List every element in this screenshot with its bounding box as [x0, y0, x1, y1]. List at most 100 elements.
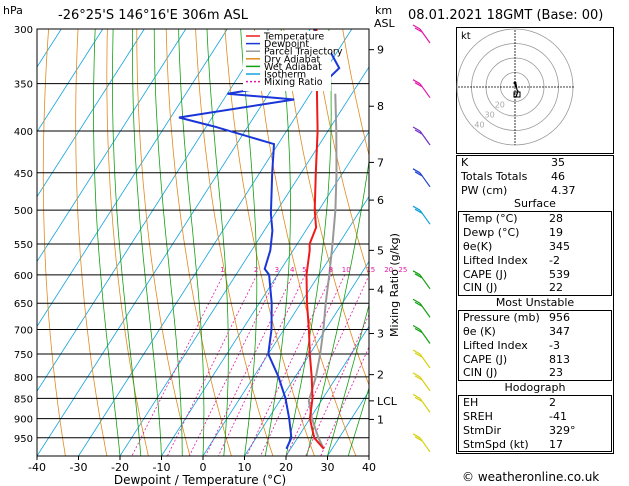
- pressure-tick-label: 450: [14, 169, 33, 180]
- isotherm-line: [37, 29, 311, 456]
- index-row: StmSpd (kt) 17: [459, 438, 611, 452]
- index-row: StmDir 329°: [459, 424, 611, 438]
- wind-barb-flag: [412, 205, 421, 211]
- legend-box: [243, 31, 331, 91]
- x-tick-label: 0: [200, 461, 207, 474]
- index-row: CIN (J) 22: [459, 281, 611, 295]
- parcel-trajectory-series: [307, 93, 338, 450]
- wind-barb-flag: [414, 375, 423, 381]
- hodograph-trace: [514, 83, 519, 98]
- dry-adiabat-line: [402, 29, 457, 456]
- index-row: SREH -41: [459, 410, 611, 424]
- wet-adiabat-line: [132, 29, 162, 456]
- wind-barb-flag: [412, 126, 421, 132]
- x-tick-label: 20: [279, 461, 293, 474]
- index-label: θe (K): [463, 324, 496, 338]
- index-label: θe(K): [463, 239, 493, 253]
- pressure-tick-label: 300: [14, 25, 33, 36]
- wet-adiabat-line: [153, 29, 183, 456]
- index-label: StmSpd (kt): [463, 437, 529, 451]
- km-tick-label: 2: [377, 369, 384, 382]
- hodograph-ring-label: 20: [495, 100, 505, 109]
- index-row: Totals Totals 46: [457, 170, 613, 184]
- index-row: Lifted Index -2: [459, 254, 611, 268]
- wind-barb-flag: [412, 79, 421, 85]
- index-value: 2: [549, 396, 556, 410]
- dry-adiabat-line: [283, 29, 369, 387]
- x-tick-label: 10: [238, 461, 252, 474]
- wet-adiabat-line: [368, 454, 369, 456]
- dry-adiabat-line: [75, 29, 108, 456]
- mixing-ratio-label: 2: [254, 266, 258, 274]
- index-label: Lifted Index: [463, 338, 528, 352]
- pressure-tick-label: 800: [14, 373, 33, 384]
- wind-barb-flag: [412, 349, 421, 355]
- hodograph-unit-label: kt: [461, 31, 471, 42]
- hodograph-group: EH 2 SREH -41 StmDir 329° StmSpd (kt) 17: [458, 395, 612, 453]
- index-value: 35: [551, 156, 565, 169]
- pressure-tick-label: 350: [14, 80, 33, 91]
- index-row: PW (cm) 4.37: [457, 184, 613, 198]
- storm-motion-marker: [513, 91, 521, 98]
- dry-adiabat-line: [431, 29, 456, 456]
- index-row: Dewp (°C) 19: [459, 226, 611, 240]
- km-tick-label: 9: [377, 44, 384, 57]
- x-tick-label: -20: [111, 461, 129, 474]
- pressure-tick-label: 850: [14, 394, 33, 405]
- index-value: 46: [551, 169, 565, 183]
- index-row: CAPE (J) 813: [459, 353, 611, 367]
- isotherm-line: [78, 29, 353, 456]
- km-tick-label: 1: [377, 413, 384, 426]
- location-title: -26°25'S 146°16'E 306m ASL: [58, 8, 249, 23]
- indices-panel: K 35 Totals Totals 46 PW (cm) 4.37 Surface Te…: [456, 155, 614, 455]
- mixing-ratio-label: 25: [398, 266, 407, 274]
- isotherm-line: [202, 195, 369, 456]
- hpa-label: hPa: [3, 4, 23, 17]
- index-value: 19: [549, 226, 563, 240]
- index-label: EH: [463, 396, 479, 410]
- wind-barb-flag: [412, 372, 421, 378]
- pressure-tick-label: 750: [14, 350, 33, 361]
- km-tick-label: 7: [377, 156, 384, 169]
- index-row: θe(K) 345: [459, 240, 611, 254]
- mixing-ratio-label: 1: [220, 266, 224, 274]
- index-row: Lifted Index -3: [459, 339, 611, 353]
- index-row: Temp (°C) 28: [459, 212, 611, 226]
- index-label: CAPE (J): [463, 352, 508, 366]
- index-value: -3: [549, 338, 560, 352]
- index-label: SREH: [463, 409, 493, 423]
- wind-barb-flag: [412, 270, 421, 276]
- surface-group: Temp (°C) 28 Dewp (°C) 19 θe(K) 345 Lifted Ind…: [458, 211, 612, 297]
- wet-adiabat-line: [112, 29, 142, 456]
- mixing-ratio-label: 20: [384, 266, 393, 274]
- wind-barb-flag: [412, 24, 421, 30]
- x-axis-label: Dewpoint / Temperature (°C): [114, 473, 286, 486]
- wind-barb-flag: [412, 168, 421, 174]
- index-value: 329°: [549, 423, 576, 437]
- isotherm-line: [37, 29, 104, 133]
- mixing-ratio-axis-label: Mixing Ratio (g/kg): [388, 233, 401, 337]
- mixing-ratio-label: 4: [290, 266, 295, 274]
- isotherm-line: [37, 29, 145, 198]
- mixing-ratio-line: [131, 274, 224, 456]
- wind-barb-flag: [412, 393, 421, 399]
- legend-entry: Dry Adiabat: [264, 54, 321, 65]
- mixing-ratio-label: 5: [302, 266, 306, 274]
- index-value: 539: [549, 267, 570, 281]
- wind-barb-flag: [414, 301, 423, 307]
- index-row: CAPE (J) 539: [459, 268, 611, 282]
- dry-adiabat-line: [165, 29, 232, 456]
- x-tick-label: 40: [362, 461, 376, 474]
- dry-adiabat-line: [342, 29, 369, 157]
- index-row: Pressure (mb) 956: [459, 311, 611, 325]
- legend-entry: Parcel Trajectory: [264, 47, 343, 58]
- legend-entry: Wet Adiabat: [264, 62, 322, 73]
- hodograph-ring-label: 30: [485, 110, 495, 119]
- pressure-tick-label: 550: [14, 240, 33, 251]
- mixing-ratio-label: 8: [329, 266, 333, 274]
- index-label: CAPE (J): [463, 267, 508, 281]
- index-row: EH 2: [459, 396, 611, 410]
- km-tick-label: 6: [377, 194, 384, 207]
- legend-entry: Mixing Ratio: [264, 77, 323, 88]
